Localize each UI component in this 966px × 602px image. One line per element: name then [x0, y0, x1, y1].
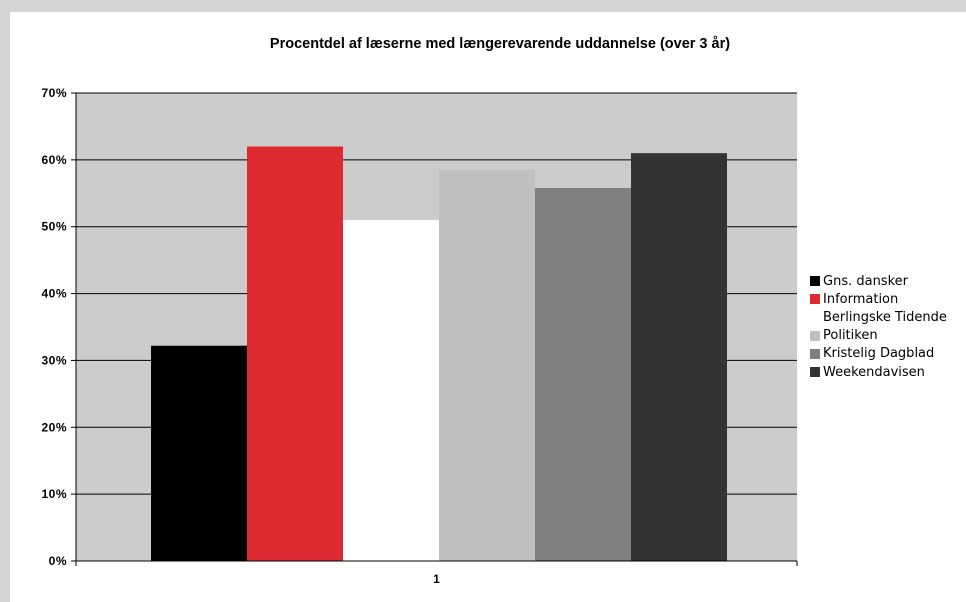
legend-label: Politiken: [823, 328, 878, 344]
bar-weekendavisen: [631, 153, 727, 561]
legend-swatch: [810, 312, 820, 323]
legend-label: Gns. dansker: [823, 273, 908, 289]
bar-berlingske-tidende: [343, 220, 439, 561]
bar-information: [247, 146, 343, 561]
bar-politiken: [439, 169, 535, 561]
y-tick-label-5: 50%: [41, 220, 67, 234]
legend-item: Politiken: [810, 327, 947, 345]
legend-swatch: [810, 348, 820, 359]
legend-item: Weekendavisen: [810, 363, 947, 381]
y-tick-label-1: 10%: [41, 487, 67, 501]
legend-swatch: [810, 294, 820, 305]
y-tick-label-3: 30%: [41, 353, 67, 367]
legend-swatch: [810, 330, 820, 341]
bar-kristelig-dagblad: [535, 187, 631, 562]
legend-item: Information: [810, 290, 947, 308]
legend-item: Gns. dansker: [810, 272, 947, 290]
chart-legend: Gns. dansker Information Berlingske Tidend…: [810, 272, 947, 381]
legend-label: Kristelig Dagblad: [823, 346, 935, 362]
x-tick-label-0: 1: [433, 572, 440, 586]
y-tick-label-6: 60%: [41, 153, 67, 167]
legend-swatch: [810, 367, 820, 378]
legend-item: Berlingske Tidende: [810, 308, 947, 326]
legend-item: Kristelig Dagblad: [810, 345, 947, 363]
y-tick-label-2: 20%: [41, 420, 67, 434]
window-frame-left: [0, 0, 10, 602]
y-tick-label-7: 70%: [41, 86, 67, 100]
y-tick-label-4: 40%: [41, 287, 67, 301]
legend-label: Weekendavisen: [823, 364, 925, 380]
legend-label: Information: [823, 291, 899, 307]
legend-swatch: [810, 276, 820, 287]
y-tick-label-0: 0%: [49, 554, 67, 568]
bar-gns-dansker: [151, 345, 247, 561]
window-frame-top: [0, 0, 966, 12]
chart-title: Procentdel af læserne med længerevarende…: [269, 36, 731, 52]
legend-label: Berlingske Tidende: [823, 309, 947, 325]
